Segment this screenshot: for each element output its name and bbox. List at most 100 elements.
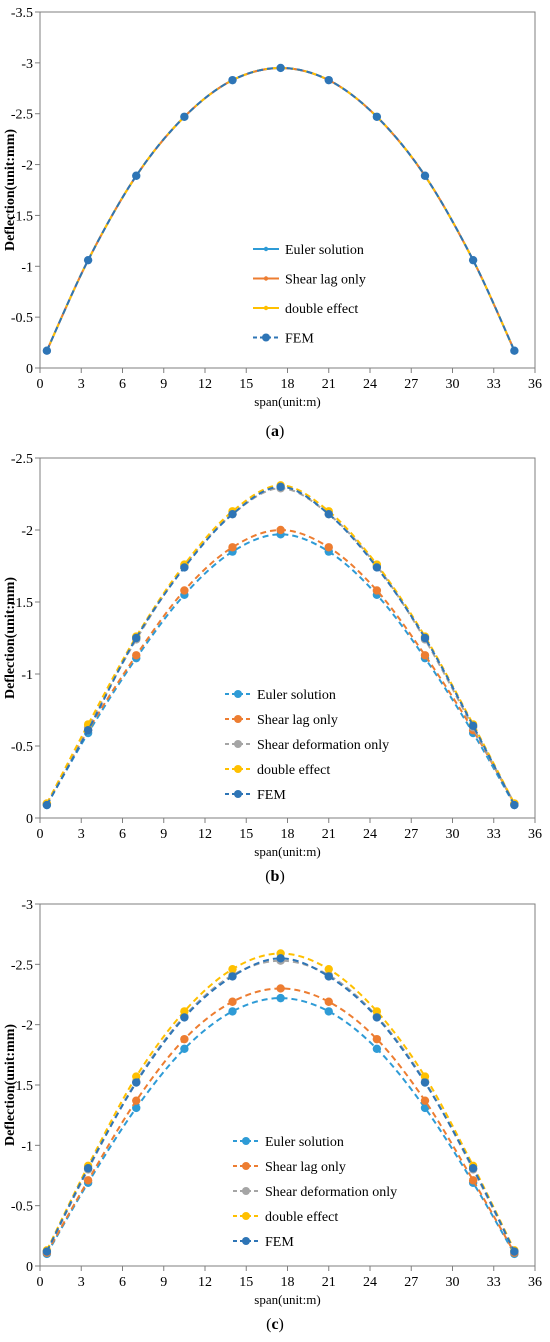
data-point-fem [420,1078,430,1087]
x-tick-label: 21 [322,1275,336,1290]
y-tick-label: 0 [26,812,33,827]
data-point-fem [468,721,478,731]
data-point-shear-lag-only [180,586,189,595]
legend-label-shear-deformation-only: Shear deformation only [265,1185,397,1200]
series-line-euler-solution [46,533,516,806]
legend-label-euler-solution: Euler solution [257,688,336,703]
data-point-fem [132,633,141,643]
y-tick-label: -3 [21,57,33,72]
caption-open: ( [266,1316,272,1333]
y-tick-label: -0.5 [11,1200,33,1215]
x-tick-label: 18 [281,827,295,842]
data-point-fem [372,563,382,572]
deflection-chart-c: 0 3 6 9 12 15 18 21 24 27 30 33 360-0.5-1-1.5-2-2.5-… [3,898,542,1307]
data-point-shear-lag-only [132,1096,141,1105]
x-tick-label: 6 [119,827,126,842]
data-point-fem [228,972,237,981]
x-tick-label: 6 [119,377,126,392]
legend-label-double-effect: double effect [285,302,358,317]
x-tick-label: 15 [239,1275,253,1290]
x-tick-label: 15 [239,377,253,392]
data-point-fem [228,75,237,85]
x-tick-label: 27 [404,1275,418,1290]
x-tick-label: 18 [281,377,295,392]
deflection-chart-a: 0 3 6 9 12 15 18 21 24 27 30 33 360-0.5-1-1.5-2-2.5-… [3,6,542,409]
x-tick-label: 27 [404,377,418,392]
x-tick-label: 12 [198,1275,212,1290]
y-tick-label: -0.5 [11,311,33,326]
data-point-euler-solution [420,1103,430,1113]
caption-letter: a [271,423,279,440]
x-tick-label: 3 [78,827,85,842]
data-point-fem [228,509,237,519]
x-tick-label: 12 [198,377,212,392]
legend-swatch-marker [234,715,242,723]
data-point-fem [180,563,189,572]
x-tick-label: 9 [160,1275,167,1290]
legend-label-fem: FEM [285,332,314,347]
legend-swatch-marker [263,305,269,311]
data-point-fem [132,171,141,180]
data-point-shear-lag-only [420,1096,430,1105]
data-point-fem [42,800,52,810]
y-tick-label: -1 [21,668,33,683]
x-tick-label: 30 [446,827,460,842]
deflection-chart-b: 0 3 6 9 12 15 18 21 24 27 30 33 360-0.5-1-1.5-2-2.5s… [3,452,542,859]
data-point-fem [420,171,430,180]
caption-letter: b [270,868,280,885]
x-tick-label: 3 [78,1275,85,1290]
legend-swatch-marker [242,1237,250,1245]
data-point-shear-lag-only [420,651,430,660]
y-tick-label: -2.5 [11,108,33,123]
legend-swatch-marker [234,790,242,798]
data-point-shear-lag-only [324,997,333,1006]
data-point-shear-lag-only [180,1034,189,1044]
legend-label-shear-lag-only: Shear lag only [265,1160,346,1175]
x-tick-label: 33 [487,377,501,392]
data-point-fem [276,954,285,963]
data-point-fem [468,255,478,265]
data-point-fem [372,112,382,121]
y-tick-label: -1 [21,1139,33,1154]
x-tick-label: 9 [160,827,167,842]
caption-close: ) [279,423,285,440]
x-tick-label: 30 [446,377,460,392]
x-tick-label: 21 [322,827,336,842]
x-tick-label: 15 [239,827,253,842]
data-point-fem [324,972,333,981]
data-point-shear-lag-only [468,1176,478,1185]
y-tick-label: -2 [21,524,33,539]
data-point-fem [180,1013,189,1022]
x-tick-label: 0 [37,377,44,392]
data-point-fem [510,800,519,810]
x-tick-label: 21 [322,377,336,392]
data-point-fem [510,346,519,355]
x-tick-label: 24 [363,827,377,842]
data-point-fem [468,1164,478,1173]
caption-close: ) [279,868,285,885]
data-point-fem [324,75,333,85]
data-point-euler-solution [180,1044,189,1053]
data-point-fem [83,255,93,265]
data-point-euler-solution [372,1044,382,1053]
data-point-fem [276,63,285,73]
x-tick-label: 36 [528,377,542,392]
x-tick-label: 9 [160,377,167,392]
y-tick-label: -0.5 [11,740,33,755]
x-tick-label: 36 [528,827,542,842]
data-point-fem [276,482,285,491]
series-line-fem [45,66,516,352]
legend-swatch-marker [234,740,242,748]
data-point-double-effect [324,964,333,974]
legend-label-shear-lag-only: Shear lag only [257,713,338,728]
data-point-shear-lag-only [132,651,141,660]
x-tick-label: 3 [78,377,85,392]
series-fem [42,482,519,810]
chart-panel-b: 0 3 6 9 12 15 18 21 24 27 30 33 36 0 -0.5 -1 -1.5 -2 -2.5 s… [0,448,550,896]
data-point-fem [510,1247,519,1256]
series-line-shear-deformation-only [45,959,516,1252]
series-fem [42,954,519,1256]
x-tick-label: 6 [119,1275,126,1290]
x-axis-label: span(unit:m) [254,394,320,409]
y-tick-label: -2.5 [11,958,33,973]
